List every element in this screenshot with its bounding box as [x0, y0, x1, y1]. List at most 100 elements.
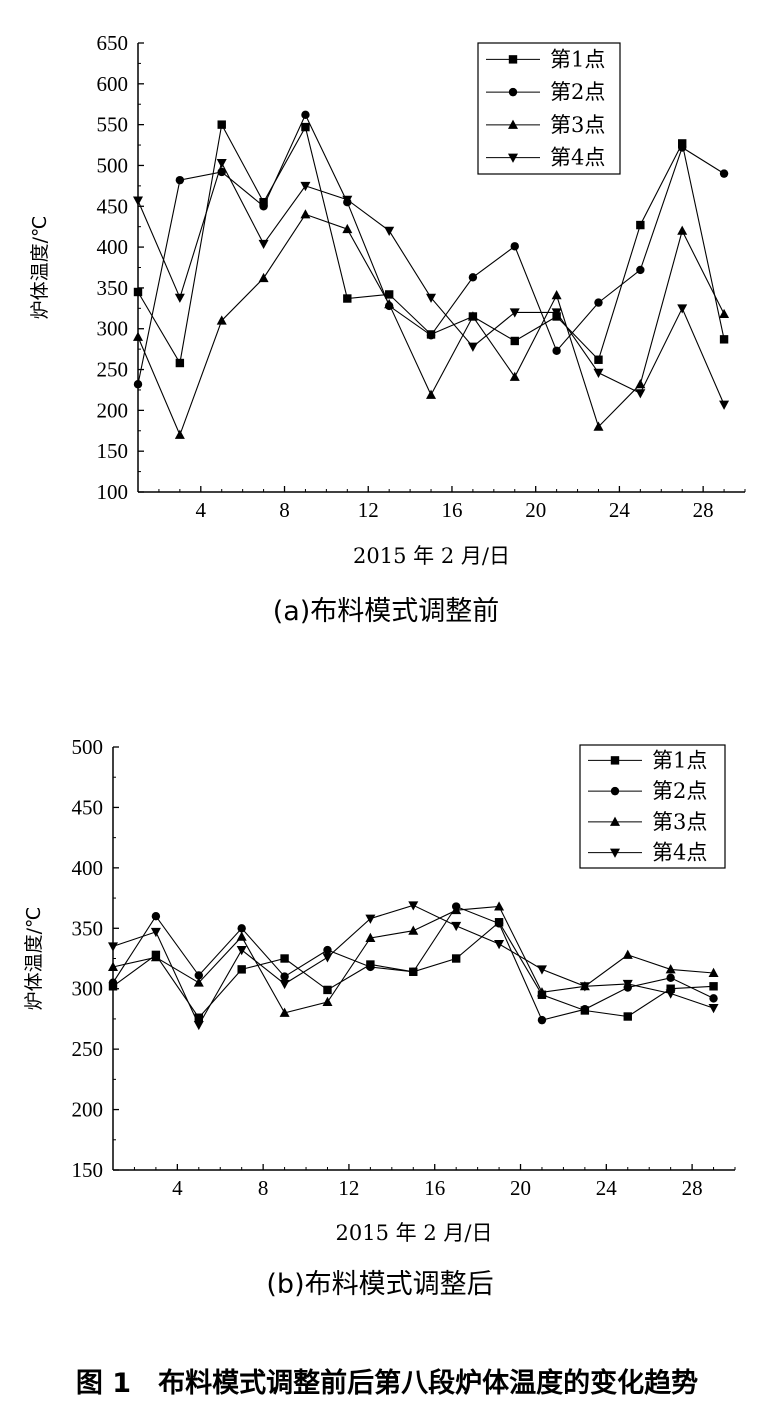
chart-b-series-1-point: [280, 954, 289, 963]
chart-b-series-4-point: [279, 979, 290, 990]
chart-a-series-3-point: [258, 272, 269, 283]
chart-b-series-1-point: [623, 1012, 632, 1021]
chart-b-x-tick-label: 12: [338, 1176, 359, 1200]
chart-a-series-3-point: [133, 331, 143, 341]
chart-b-legend-marker: [610, 816, 620, 826]
chart-a-series-1-point: [217, 120, 226, 129]
chart-a-series-3-point: [635, 379, 646, 389]
chart-b-series-3-point: [236, 931, 247, 941]
chart-b-y-tick-label: 400: [72, 856, 104, 880]
chart-b-series-4-point: [494, 939, 505, 950]
chart-a-legend-marker: [508, 119, 518, 129]
chart-a-x-tick-label: 16: [441, 498, 462, 522]
chart-b-series-2-point: [280, 972, 289, 981]
chart-b-series-1-point: [194, 1013, 203, 1022]
chart-b-series-4-point: [108, 942, 118, 952]
chart-a-series-3-point: [677, 225, 688, 235]
chart-panel-a: 100 150 200 250 300 350 400 450 500 550 600 650 4 8 12…: [29, 31, 746, 568]
chart-a-y-tick-label: 550: [97, 113, 129, 137]
chart-a-series-4-point: [677, 304, 688, 314]
chart-a-legend-marker: [508, 55, 518, 64]
chart-b-x-tick-label: 16: [424, 1176, 445, 1200]
chart-b-series-4-point: [451, 921, 462, 932]
chart-b-series-2-point: [366, 962, 375, 972]
chart-b-series-3-point: [150, 952, 161, 962]
chart-b-series-2-point: [409, 967, 418, 976]
chart-a-legend-label: 第3点: [550, 113, 605, 137]
chart-a-series-3-point: [593, 421, 604, 431]
chart-b-y-tick-label: 350: [72, 916, 104, 940]
chart-a-x-tick-label: 28: [693, 498, 714, 522]
chart-b-y-tick-label: 300: [72, 977, 104, 1001]
chart-a-series-3-point: [342, 223, 353, 234]
chart-b-series-4-point: [408, 901, 419, 911]
chart-b-series-2-point: [709, 994, 718, 1003]
chart-b-legend-label: 第1点: [652, 748, 707, 772]
chart-b-series-line-4: [112, 904, 714, 1027]
chart-b-series-2-point: [323, 945, 332, 955]
chart-a-y-tick-label: 400: [97, 235, 129, 259]
chart-a-legend-marker: [508, 87, 518, 97]
chart-a-x-axis-label: 2015 年 2 月/日: [353, 544, 510, 568]
chart-b-series-1-point: [323, 985, 332, 995]
chart-b-series-2-point: [108, 978, 118, 987]
chart-a-x-tick-label: 24: [609, 498, 631, 522]
chart-b-series-4-point: [708, 1004, 719, 1014]
chart-a-y-tick-label: 500: [97, 153, 129, 177]
chart-panel-b: 150 200 250 300 350 400 450 500 4 8 12 16 20 24 28 2015…: [23, 735, 736, 1245]
chart-a-legend-label: 第2点: [550, 80, 605, 104]
chart-a-series-1-point: [719, 335, 729, 344]
chart-a-series-2-point: [552, 346, 561, 355]
chart-b-legend-box: [579, 744, 726, 869]
chart-b-series-3-point: [322, 996, 333, 1007]
chart-b-y-tick-label: 450: [72, 795, 104, 819]
chart-b-series-4-point: [193, 1020, 204, 1031]
chart-a-y-tick-label: 200: [97, 398, 129, 422]
chart-a-series-4-point: [551, 308, 562, 318]
chart-a-y-tick-label: 250: [97, 358, 129, 382]
chart-a-y-tick-label: 600: [97, 72, 129, 96]
chart-a-series-4-point: [384, 226, 395, 236]
chart-b-legend-marker: [610, 756, 620, 765]
chart-b-y-axis-label: 炉体温度/℃: [23, 907, 45, 1011]
chart-a-series-2-point: [133, 380, 143, 389]
chart-b-legend-marker: [610, 786, 620, 796]
chart-b-series-2-point: [237, 924, 246, 933]
chart-b-series-2-point: [580, 1005, 590, 1014]
chart-b-series-3-point: [193, 977, 204, 987]
chart-b-series-3-point: [622, 949, 633, 959]
chart-a-series-line-4: [137, 161, 725, 405]
chart-b-series-2-point: [194, 971, 203, 980]
chart-a-y-tick-label: 650: [97, 31, 129, 55]
chart-a-series-2-point: [468, 273, 478, 282]
chart-b-series-2-point: [537, 1015, 547, 1025]
chart-b-x-tick-label: 24: [596, 1176, 618, 1200]
chart-a-series-3-point: [719, 308, 730, 319]
chart-a-series-4-point: [300, 181, 311, 192]
chart-b-x-tick-label: 4: [172, 1176, 183, 1200]
chart-a-series-1-point: [594, 355, 603, 364]
chart-a-x-tick-label: 12: [358, 498, 379, 522]
chart-b-series-3-point: [279, 1007, 290, 1017]
chart-a-series-2-point: [719, 169, 729, 178]
chart-a-series-1-point: [175, 358, 185, 368]
chart-a-y-tick-label: 300: [97, 317, 129, 341]
chart-b-series-2-point: [666, 973, 675, 983]
chart-a-y-tick-label: 450: [97, 194, 129, 218]
chart-a-series-2-point: [636, 265, 645, 275]
chart-a-series-4-point: [216, 159, 227, 169]
chart-b-series-4-point: [150, 927, 161, 938]
chart-b-series-1-point: [451, 954, 461, 963]
chart-b-legend-label: 第4点: [652, 841, 707, 865]
chart-a-y-tick-label: 100: [97, 480, 129, 504]
chart-a-x-tick-label: 4: [196, 498, 207, 522]
chart-a-series-2-point: [678, 143, 687, 152]
chart-b-legend-label: 第2点: [652, 779, 707, 803]
chart-a-x-tick-label: 20: [525, 498, 546, 522]
chart-a-series-1-point: [510, 336, 519, 346]
chart-a-y-tick-label: 350: [97, 276, 129, 300]
chart-b-y-tick-label: 150: [72, 1158, 104, 1182]
chart-a-series-4-point: [258, 239, 269, 250]
chart-b-series-3-point: [365, 932, 376, 942]
chart-b-legend-label: 第3点: [652, 810, 707, 834]
